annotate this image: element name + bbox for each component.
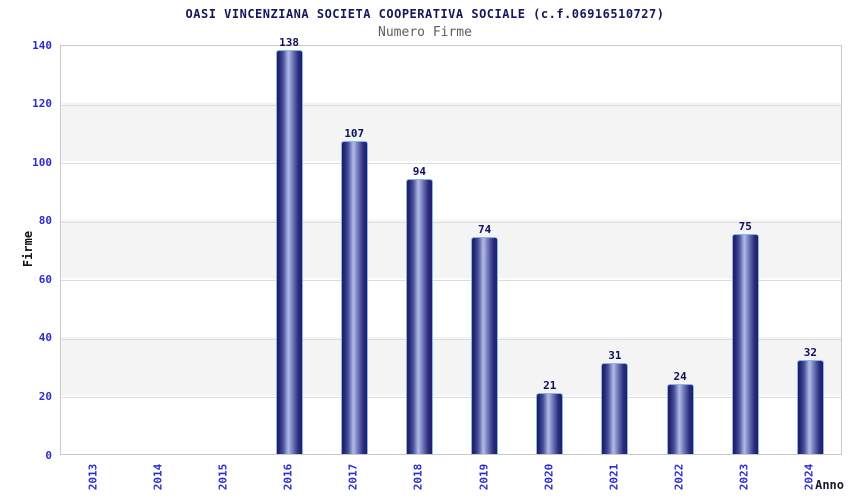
y-tick-label: 100 bbox=[32, 155, 52, 169]
chart-subtitle: Numero Firme bbox=[378, 25, 472, 40]
y-tick-label: 40 bbox=[38, 331, 52, 345]
x-tick-label: 2015 bbox=[216, 463, 230, 491]
x-tick-label: 2023 bbox=[737, 463, 751, 491]
x-tick-label: 2021 bbox=[607, 463, 621, 491]
bar-value-label: 31 bbox=[608, 349, 622, 363]
gridline bbox=[61, 221, 841, 223]
chart-title: OASI VINCENZIANA SOCIETA COOPERATIVA SOC… bbox=[185, 7, 665, 21]
x-tick-label: 2024 bbox=[802, 463, 816, 491]
bar-value-label: 21 bbox=[543, 378, 557, 392]
bar-2020 bbox=[536, 392, 564, 454]
bar-2023 bbox=[731, 234, 759, 454]
bar-value-label: 138 bbox=[279, 35, 300, 49]
y-tick-label: 80 bbox=[38, 214, 52, 228]
bar-2024 bbox=[796, 360, 824, 454]
bar-value-label: 32 bbox=[803, 346, 818, 360]
y-tick-label: 20 bbox=[38, 389, 52, 403]
bar-2017 bbox=[340, 140, 368, 454]
y-tick-label: 0 bbox=[45, 448, 52, 462]
bar-value-label: 75 bbox=[738, 220, 752, 234]
bar-2019 bbox=[471, 237, 499, 454]
x-tick-label: 2020 bbox=[542, 463, 556, 491]
bar-value-label: 94 bbox=[412, 164, 427, 178]
x-tick-label: 2018 bbox=[411, 463, 425, 491]
x-tick-label: 2013 bbox=[86, 463, 100, 491]
y-axis-title: Firme bbox=[21, 230, 35, 268]
plot-area: 138 107 94 74 21 31 24 75 32 bbox=[60, 36, 842, 455]
bar-2022 bbox=[666, 383, 694, 454]
x-tick-label: 2014 bbox=[151, 463, 165, 491]
gridline bbox=[61, 280, 841, 282]
y-tick-label: 60 bbox=[38, 272, 52, 286]
x-tick-label: 2022 bbox=[672, 463, 686, 491]
gridline bbox=[61, 397, 841, 399]
x-axis-title: Anno bbox=[815, 478, 844, 492]
bar-value-label: 24 bbox=[673, 369, 687, 383]
bar-2018 bbox=[405, 178, 433, 454]
x-tick-label: 2016 bbox=[281, 463, 295, 491]
bar-value-label: 107 bbox=[344, 126, 365, 140]
gridline bbox=[61, 104, 841, 106]
x-tick-label: 2017 bbox=[346, 463, 360, 491]
y-tick-label: 140 bbox=[32, 38, 52, 52]
bar-2016 bbox=[275, 49, 303, 454]
gridline bbox=[61, 163, 841, 165]
bar-value-label: 74 bbox=[477, 223, 492, 237]
gridline bbox=[61, 338, 841, 340]
y-tick-label: 120 bbox=[32, 97, 52, 111]
bar-2021 bbox=[601, 363, 629, 454]
x-tick-label: 2019 bbox=[477, 463, 491, 491]
